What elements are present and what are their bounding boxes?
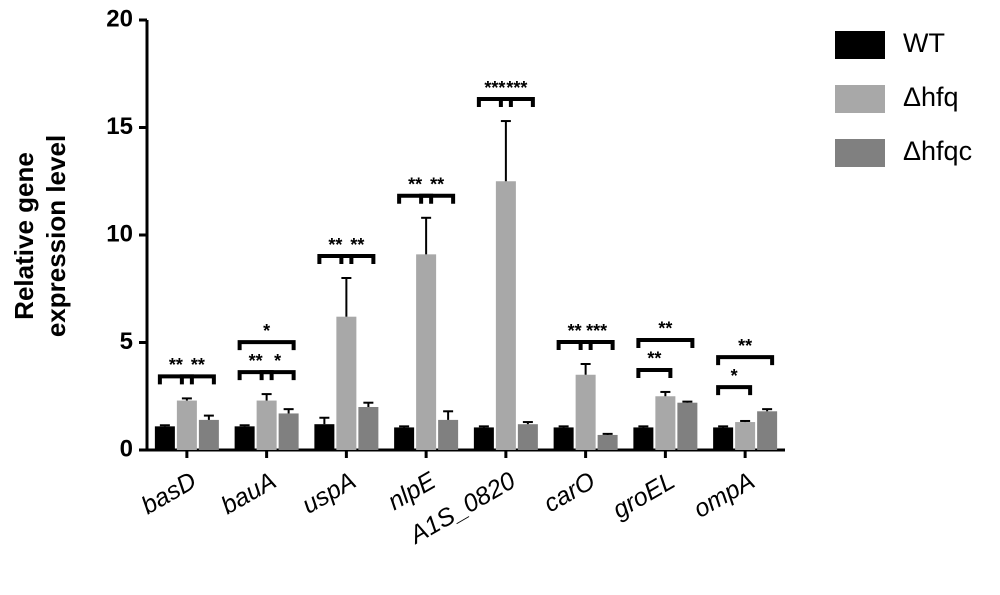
x-tick-label: ompA (689, 467, 760, 524)
bar (713, 427, 734, 450)
bar (735, 422, 756, 450)
significance-bracket (636, 337, 695, 348)
legend-swatch (835, 139, 885, 167)
bar (278, 413, 299, 450)
significance-bracket (716, 385, 753, 396)
significance-label: ** (191, 355, 205, 375)
significance-label: ** (328, 235, 342, 255)
significance-label: ** (249, 351, 263, 371)
y-tick-label: 0 (120, 435, 133, 462)
significance-bracket (636, 367, 673, 378)
significance-label: ** (568, 321, 582, 341)
significance-bracket (237, 340, 296, 351)
significance-bracket (259, 370, 296, 381)
bar (438, 419, 459, 450)
bar (256, 400, 277, 450)
bar (314, 424, 335, 450)
legend-label: WT (903, 28, 945, 58)
significance-bracket (179, 374, 216, 385)
significance-label: ** (430, 175, 444, 195)
bar (575, 374, 596, 450)
y-tick-label: 10 (106, 220, 133, 247)
bar (198, 419, 219, 450)
significance-bracket (476, 97, 513, 108)
y-tick-label: 5 (120, 328, 133, 355)
y-axis-label: expression level (41, 135, 71, 337)
significance-bracket (397, 193, 434, 204)
significance-bracket (716, 355, 775, 366)
x-tick-label: bauA (216, 467, 281, 520)
significance-label: ** (647, 349, 661, 369)
significance-bracket (237, 370, 274, 381)
bar (416, 254, 437, 450)
significance-label: *** (586, 321, 607, 341)
legend-label: Δhfq (903, 82, 959, 112)
bar (553, 427, 574, 450)
significance-label: ** (408, 175, 422, 195)
significance-label: ** (738, 336, 752, 356)
significance-bracket (578, 340, 615, 350)
legend-label: Δhfqc (903, 136, 972, 166)
x-tick-label: basD (137, 467, 202, 520)
significance-bracket (498, 97, 535, 108)
bar (176, 400, 197, 450)
significance-label: * (731, 366, 738, 386)
significance-bracket (419, 193, 456, 204)
bar (495, 181, 516, 450)
significance-label: ** (169, 355, 183, 375)
bar (655, 396, 676, 450)
significance-label: ** (658, 319, 672, 339)
bar (473, 427, 494, 450)
y-tick-label: 15 (106, 113, 133, 140)
bar (394, 427, 415, 450)
bar (517, 424, 538, 450)
significance-bracket (556, 340, 593, 350)
bar (757, 411, 778, 450)
y-tick-label: 20 (106, 5, 133, 32)
x-tick-label: groEL (608, 467, 680, 525)
x-tick-label: carO (539, 467, 600, 518)
significance-label: * (263, 321, 270, 341)
bar (336, 316, 357, 450)
bar (597, 434, 618, 450)
significance-bracket (339, 254, 376, 264)
legend-swatch (835, 31, 885, 59)
significance-label: * (274, 351, 281, 371)
bar (358, 407, 379, 450)
significance-bracket (157, 374, 194, 385)
bar (154, 426, 175, 450)
significance-label: ** (350, 235, 364, 255)
bar (633, 427, 654, 450)
legend-swatch (835, 85, 885, 113)
bar (677, 402, 698, 450)
bar (234, 426, 255, 450)
y-axis-label: Relative gene (9, 152, 39, 320)
significance-label: *** (484, 78, 505, 98)
significance-label: *** (506, 78, 527, 98)
x-tick-label: uspA (297, 467, 360, 520)
significance-bracket (317, 254, 354, 264)
